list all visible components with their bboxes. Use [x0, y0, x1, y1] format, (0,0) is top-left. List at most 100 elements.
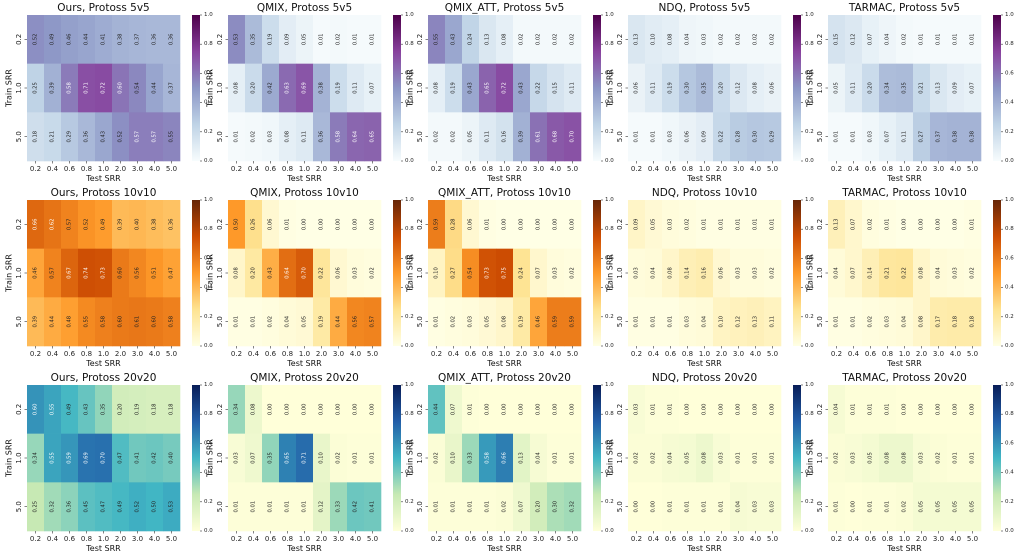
cell-value-label: 0.01: [485, 501, 491, 513]
heatmap-cell: [947, 297, 965, 347]
heatmap-cell: [764, 482, 782, 532]
x-axis-label: Test SRR: [286, 359, 322, 368]
heatmap-cell: [313, 63, 331, 113]
heatmap-cell: [713, 63, 731, 113]
cell-value-label: 0.18: [953, 316, 959, 328]
cell-value-label: 0.41: [135, 452, 141, 464]
heatmap-cell: [564, 112, 582, 162]
cell-value-label: 0.02: [336, 34, 342, 46]
x-tick-label: 0.6: [865, 535, 877, 543]
cell-value-label: 0.33: [468, 452, 474, 464]
cell-value-label: 0.20: [868, 82, 874, 94]
heatmap-cell: [262, 482, 280, 532]
x-tick-label: 0.4: [47, 535, 59, 543]
heatmap-panel: NDQ, Protoss 10v10 0.09 0.05 0.03 0.02 0.01 0.…: [606, 187, 815, 368]
cell-value-label: 0.06: [685, 131, 691, 143]
cell-value-label: 0.19: [319, 316, 325, 328]
cell-value-label: 0.02: [651, 452, 657, 464]
heatmap-cell: [747, 433, 765, 483]
colorbar-tick-label: 0.0: [805, 158, 814, 164]
y-tick-label: 1.0: [816, 267, 824, 278]
heatmap-cell: [78, 385, 96, 434]
heatmap-cell: [245, 297, 263, 347]
cell-value-label: 0.04: [685, 33, 691, 45]
heatmap-cell: [628, 433, 646, 483]
heatmap-cell: [78, 15, 96, 64]
heatmap-cell: [364, 200, 382, 249]
colorbar-tick-label: 0.2: [405, 314, 414, 320]
cell-value-label: 0.00: [970, 404, 976, 416]
heatmap-cell: [279, 15, 297, 64]
cell-value-label: 0.58: [101, 316, 107, 328]
heatmap-cell: [279, 297, 297, 347]
cell-value-label: 0.00: [302, 219, 308, 231]
cell-value-label: 0.04: [702, 315, 708, 327]
heatmap-cell: [564, 297, 582, 347]
colorbar-tick-label: 0.4: [805, 100, 814, 106]
colorbar-tick-label: 0.2: [1005, 129, 1014, 135]
cell-value-label: 0.71: [302, 452, 308, 464]
cell-value-label: 0.00: [570, 404, 576, 416]
heatmap-cell: [262, 63, 280, 113]
cell-value-label: 0.02: [451, 316, 457, 328]
heatmap-cell: [228, 200, 246, 249]
heatmap-cell: [479, 482, 497, 532]
cell-value-label: 0.55: [84, 316, 90, 328]
heatmap-cell: [879, 112, 897, 162]
cell-value-label: 0.29: [67, 131, 73, 143]
colorbar-tick-label: 1.0: [1005, 197, 1014, 203]
cell-value-label: 0.03: [719, 452, 725, 464]
cell-value-label: 0.65: [285, 452, 291, 464]
cell-value-label: 0.05: [936, 501, 942, 513]
heatmap-cell: [44, 200, 62, 249]
x-tick-label: 0.8: [682, 350, 693, 358]
heatmap-cell: [828, 248, 846, 298]
cell-value-label: 0.03: [468, 316, 474, 328]
x-tick-label: 0.8: [81, 350, 92, 358]
colorbar-tick-label: 0.4: [1005, 285, 1014, 291]
heatmap-cell: [513, 63, 531, 113]
heatmap-cell: [27, 15, 45, 64]
cell-value-label: 0.19: [135, 404, 141, 416]
colorbar: [593, 200, 601, 346]
colorbar-tick-label: 0.2: [204, 314, 213, 320]
x-axis-label: Test SRR: [486, 174, 522, 183]
heatmap-cell: [645, 112, 663, 162]
x-tick-label: 2.0: [916, 535, 927, 543]
heatmap-cell: [27, 248, 45, 298]
cell-value-label: 0.52: [135, 501, 141, 513]
cell-value-label: 0.05: [302, 316, 308, 328]
colorbar-tick-label: 0.2: [1005, 499, 1014, 505]
heatmap-cell: [347, 433, 365, 483]
cell-value-label: 0.06: [468, 219, 474, 231]
cell-value-label: 0.49: [67, 404, 73, 416]
cell-value-label: 0.34: [234, 403, 240, 415]
heatmap-cell: [245, 248, 263, 298]
heatmap-cell: [296, 63, 314, 113]
heatmap-cell: [44, 63, 62, 113]
cell-value-label: 0.00: [919, 219, 925, 231]
x-tick-label: 0.4: [648, 535, 660, 543]
heatmap-cell: [947, 200, 965, 249]
cell-value-label: 0.37: [135, 34, 141, 46]
heatmap-cell: [129, 482, 147, 532]
cell-value-label: 0.43: [519, 82, 525, 94]
colorbar-tick-label: 1.0: [204, 382, 213, 388]
heatmap-cell: [445, 200, 463, 249]
cell-value-label: 0.22: [536, 82, 542, 94]
colorbar-tick-label: 0.4: [204, 100, 213, 106]
colorbar-tick-label: 0.0: [605, 343, 614, 349]
cell-value-label: 0.26: [251, 219, 257, 231]
cell-value-label: 0.60: [33, 404, 39, 416]
colorbar-tick-label: 0.4: [1005, 100, 1014, 106]
cell-value-label: 0.03: [634, 267, 640, 279]
y-tick-label: 0.2: [616, 219, 624, 230]
heatmap-cell: [713, 433, 731, 483]
x-tick-label: 5.0: [367, 535, 378, 543]
cell-value-label: 0.04: [285, 315, 291, 327]
colorbar: [793, 200, 801, 346]
heatmap-cell: [628, 15, 646, 64]
heatmap-cell: [146, 63, 164, 113]
x-tick-label: 0.6: [665, 535, 677, 543]
y-tick-label: 0.2: [216, 219, 224, 230]
